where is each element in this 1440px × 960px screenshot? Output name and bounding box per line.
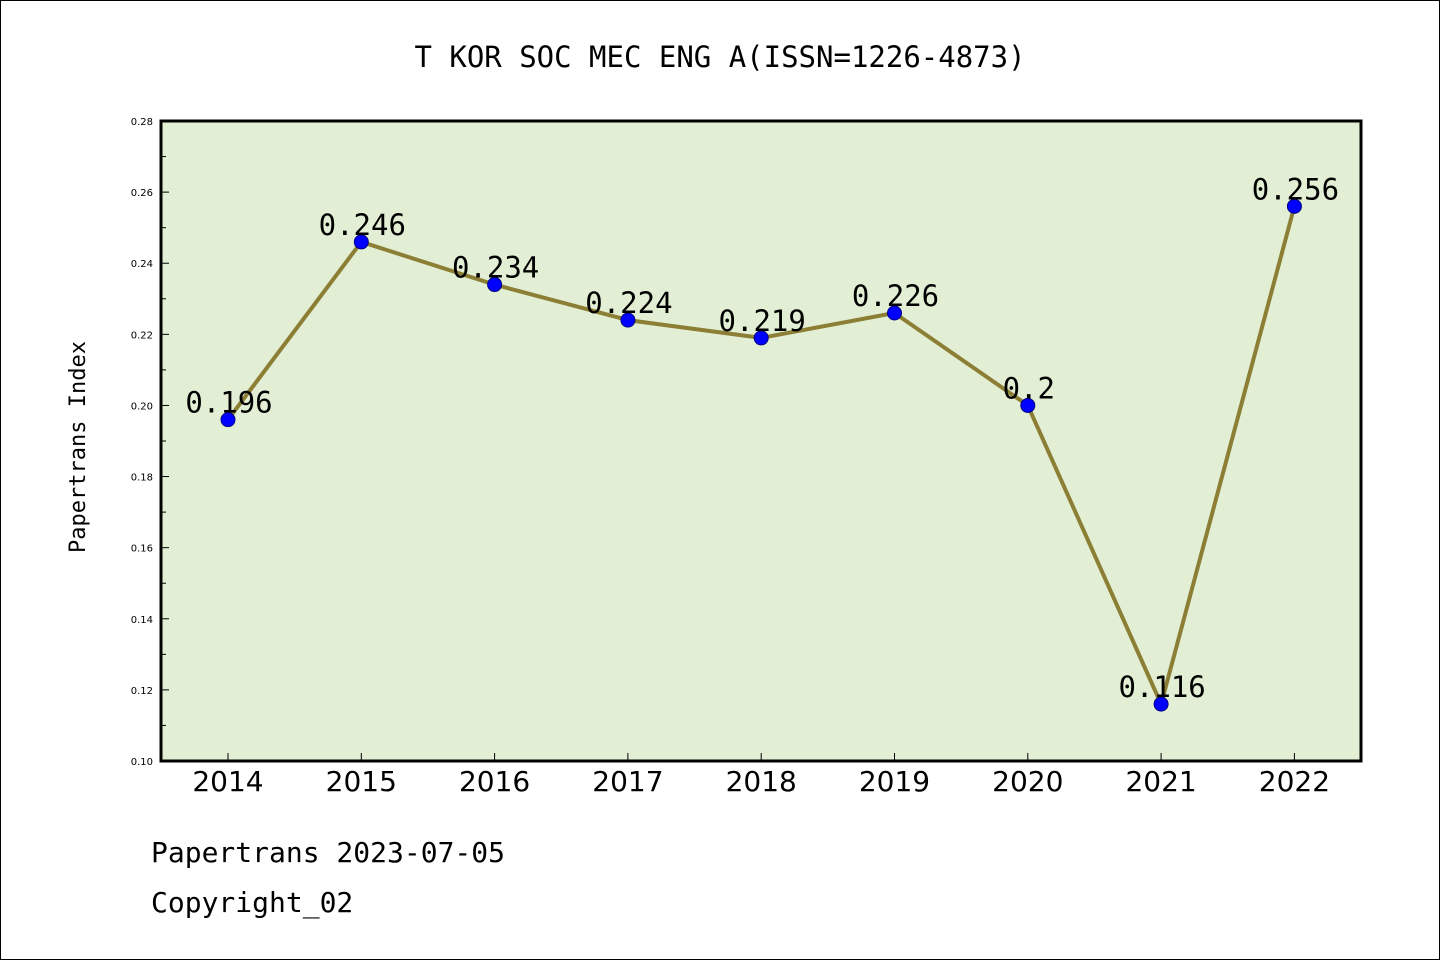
data-label: 0.196 [185,386,272,420]
y-tick-label: 0.22 [131,330,153,341]
data-point [1020,397,1036,413]
y-tick-label: 0.10 [131,757,153,768]
data-label: 0.256 [1252,172,1339,206]
x-tick-label: 2018 [726,765,797,798]
footer-copyright: Copyright_02 [151,886,354,919]
plot-border [159,119,1363,763]
data-point [353,234,369,250]
data-label: 0.226 [852,279,939,313]
y-tick-label: 0.16 [131,544,153,555]
data-point [620,312,636,328]
x-tick-label: 2015 [326,765,397,798]
x-tick-label: 2014 [192,765,263,798]
footer-date: Papertrans 2023-07-05 [151,836,506,869]
data-label: 0.116 [1118,670,1205,704]
data-point [887,305,902,321]
y-tick-label: 0.28 [131,117,153,128]
plot-area [161,121,1361,761]
data-point [220,412,236,428]
data-point [487,277,503,293]
y-axis-label: Papertrans Index [66,341,91,553]
data-labels: 0.196 0.246 0.234 0.224 0.219 0.226 0.2 0.116 0.… [185,172,1339,704]
y-tick-label: 0.26 [131,188,153,199]
y-tick-label: 0.12 [131,686,153,697]
x-tick-label: 2021 [1125,765,1196,798]
data-label: 0.224 [585,286,672,320]
data-points [220,198,1302,712]
data-label: 0.2 [1003,371,1055,405]
x-tick-label: 2020 [992,765,1063,798]
y-tick-label: 0.14 [131,615,153,626]
y-tick-label: 0.18 [131,473,153,484]
data-point [1153,696,1169,712]
x-axis: 2014 2015 2016 2017 2018 2019 2020 2021 2022 [192,753,1330,798]
y-tick-label: 0.20 [131,401,153,412]
x-tick-label: 2016 [459,765,530,798]
x-tick-label: 2022 [1259,765,1330,798]
x-tick-label: 2019 [859,765,930,798]
data-point [753,330,769,346]
data-label: 0.234 [452,251,539,285]
data-label: 0.219 [719,304,806,338]
y-tick-label: 0.24 [131,259,153,270]
data-point [1286,198,1302,214]
x-tick-label: 2017 [592,765,663,798]
chart-title: T KOR SOC MEC ENG A(ISSN=1226-4873) [414,40,1025,74]
data-label: 0.246 [319,208,406,242]
